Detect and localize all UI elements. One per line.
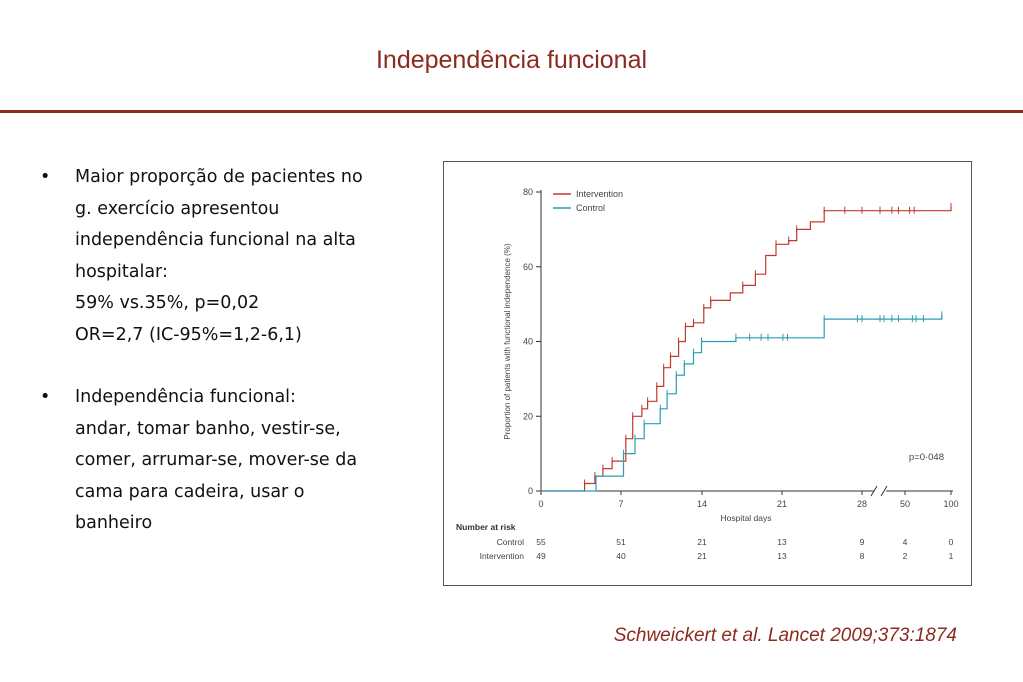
x-axis-label: Hospital days — [720, 513, 771, 523]
risk-cell: 21 — [697, 551, 707, 561]
bullet-line: Independência funcional: — [75, 387, 296, 407]
x-tick-label: 28 — [857, 499, 867, 509]
axis-break-mark — [870, 485, 878, 497]
series-line-intervention — [541, 206, 952, 492]
series-line-control — [541, 315, 943, 492]
bullet-list: • Maior proporção de pacientes no g. exe… — [40, 162, 420, 571]
number-at-risk-header: Number at risk — [456, 522, 516, 532]
risk-row-label: Control — [497, 537, 525, 547]
bullet-line: independência funcional na alta — [75, 230, 356, 250]
risk-cell: 4 — [903, 537, 908, 547]
bullet-line: hospitalar: — [75, 261, 168, 282]
risk-cell: 9 — [860, 537, 865, 547]
bullet-line: andar, tomar banho, vestir-se, — [75, 418, 341, 439]
bullet-dot-icon: • — [40, 387, 51, 407]
bullet-item: • Maior proporção de pacientes no g. exe… — [40, 162, 420, 351]
risk-cell: 40 — [616, 551, 626, 561]
risk-cell: 21 — [697, 537, 707, 547]
y-tick-label: 40 — [523, 337, 533, 347]
legend-label: Intervention — [576, 189, 623, 199]
bullet-line: 59% vs.35%, p=0,02 — [75, 293, 260, 313]
risk-cell: 8 — [860, 551, 865, 561]
x-tick-label: 50 — [900, 499, 910, 509]
km-chart: 0 20 40 60 80 0 7 14 21 28 50 100 Hospital days Propo… — [443, 161, 972, 586]
bullet-line: OR=2,7 (IC-95%=1,2-6,1) — [75, 324, 302, 345]
risk-cell: 2 — [903, 551, 908, 561]
y-tick-label: 60 — [523, 262, 533, 272]
risk-cell: 13 — [777, 537, 787, 547]
x-tick-label: 7 — [618, 499, 623, 509]
citation: Schweickert et al. Lancet 2009;373:1874 — [613, 625, 957, 646]
p-value-annotation: p=0·048 — [909, 452, 944, 463]
risk-row-label: Intervention — [480, 551, 525, 561]
x-tick-label: 21 — [777, 499, 787, 509]
axis-break-mark — [880, 485, 888, 497]
risk-cell: 13 — [777, 551, 787, 561]
x-tick-label: 0 — [538, 499, 543, 509]
bullet-dot-icon: • — [40, 167, 51, 187]
legend-label: Control — [576, 203, 605, 213]
x-tick-label: 14 — [697, 499, 707, 509]
risk-cell: 0 — [949, 537, 954, 547]
bullet-line: comer, arrumar-se, mover-se da — [75, 450, 358, 470]
y-tick-label: 20 — [523, 411, 533, 421]
y-tick-label: 0 — [528, 486, 533, 496]
bullet-line: g. exercício apresentou — [75, 198, 280, 219]
risk-cell: 55 — [536, 537, 546, 547]
risk-cell: 1 — [949, 551, 954, 561]
title-divider — [0, 110, 1023, 113]
bullet-line: banheiro — [75, 513, 153, 533]
bullet-item: • Independência funcional: andar, tomar … — [40, 382, 420, 540]
y-tick-label: 80 — [523, 187, 533, 197]
slide-title: Independência funcional — [375, 46, 648, 74]
bullet-line: cama para cadeira, usar o — [75, 481, 305, 502]
bullet-line: Maior proporção de pacientes no — [75, 167, 363, 187]
y-axis-label: Proportion of patients with functional i… — [503, 243, 512, 439]
x-tick-label: 100 — [943, 499, 958, 509]
risk-cell: 51 — [616, 537, 626, 547]
risk-cell: 49 — [536, 551, 546, 561]
